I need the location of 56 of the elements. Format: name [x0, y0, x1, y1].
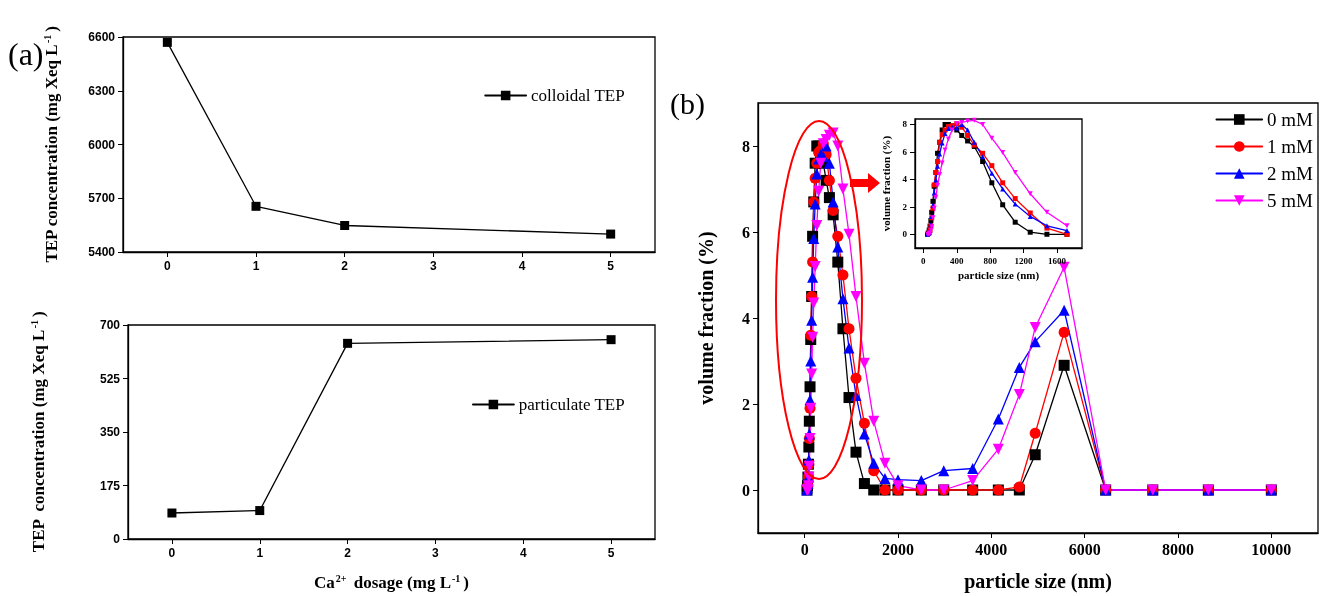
x-tick-label: 1 — [256, 546, 264, 560]
x-tick-label: 1 — [252, 259, 260, 273]
x-axis-title: particle size (nm) — [957, 269, 1040, 283]
y-tick-label: 0 — [902, 229, 908, 240]
y-tick-label: 4 — [742, 309, 750, 327]
y-tick-label: 0 — [742, 481, 750, 499]
x-tick-label: 5 — [607, 259, 615, 273]
y-tick-label: 6300 — [88, 83, 116, 98]
x-tick-label: 1600 — [1047, 255, 1067, 266]
y-tick-label: 6000 — [88, 137, 116, 152]
x-tick-label: 0 — [168, 546, 176, 560]
y-tick-label: 175 — [99, 478, 121, 493]
text: (a) — [8, 36, 44, 72]
y-tick-label: 8 — [902, 119, 908, 130]
x-tick-label: 3 — [432, 546, 440, 560]
text: (b) — [670, 86, 705, 121]
y-axis-title: volume fraction (%) — [880, 135, 894, 232]
x-tick-label: 6000 — [1068, 540, 1101, 558]
legend-label: 2 mM — [1267, 163, 1314, 184]
x-tick-label: 8000 — [1162, 540, 1194, 558]
y-tick-label: 5700 — [88, 191, 116, 206]
legend-label: particulate TEP — [518, 395, 625, 414]
x-tick-label: 0 — [163, 259, 171, 273]
y-axis-title: TEP concentration (mg Xeq L-1) — [28, 311, 48, 553]
y-tick-label: 350 — [99, 425, 121, 439]
y-axis-title: volume fraction (%) — [695, 231, 718, 405]
y-tick-label: 6 — [742, 223, 750, 241]
x-tick-label: 400 — [950, 255, 964, 266]
x-tick-label: 0 — [800, 540, 809, 558]
x-tick-label: 2 — [344, 546, 352, 560]
legend-label: 5 mM — [1267, 190, 1314, 211]
x-tick-label: 1200 — [1014, 255, 1034, 266]
legend-label: 1 mM — [1267, 136, 1314, 157]
x-tick-label: 4 — [518, 259, 526, 273]
y-tick-label: 525 — [99, 371, 121, 386]
y-tick-label: 2 — [742, 395, 750, 413]
y-tick-label: 8 — [742, 137, 750, 155]
legend-label: colloidal TEP — [531, 86, 625, 105]
x-tick-label: 5 — [607, 546, 615, 560]
x-tick-label: 10000 — [1251, 540, 1292, 558]
y-tick-label: 6600 — [88, 30, 116, 44]
x-tick-label: 4000 — [975, 540, 1008, 558]
y-tick-label: 2 — [902, 201, 908, 212]
y-axis-title: TEP concentration (mg Xeq L-1) — [41, 25, 61, 263]
x-tick-label: 0 — [921, 255, 927, 266]
x-tick-label: 2000 — [882, 540, 914, 558]
y-tick-label: 6 — [902, 146, 908, 157]
x-axis-title: particle size (nm) — [964, 570, 1112, 593]
y-tick-label: 5400 — [88, 245, 116, 259]
x-tick-label: 800 — [983, 255, 998, 266]
x-tick-label: 4 — [519, 546, 527, 560]
x-tick-label: 2 — [341, 259, 349, 273]
y-tick-label: 4 — [902, 174, 908, 185]
legend-label: 0 mM — [1267, 109, 1314, 130]
x-tick-label: 3 — [429, 259, 437, 273]
y-tick-label: 700 — [99, 318, 121, 332]
